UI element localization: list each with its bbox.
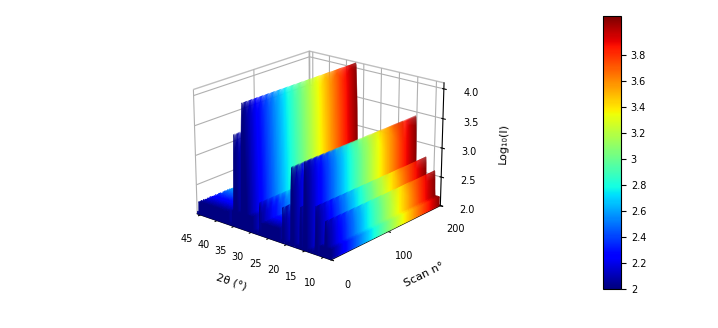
X-axis label: 2θ (°): 2θ (°): [215, 272, 248, 292]
Y-axis label: Scan n°: Scan n°: [403, 261, 446, 289]
